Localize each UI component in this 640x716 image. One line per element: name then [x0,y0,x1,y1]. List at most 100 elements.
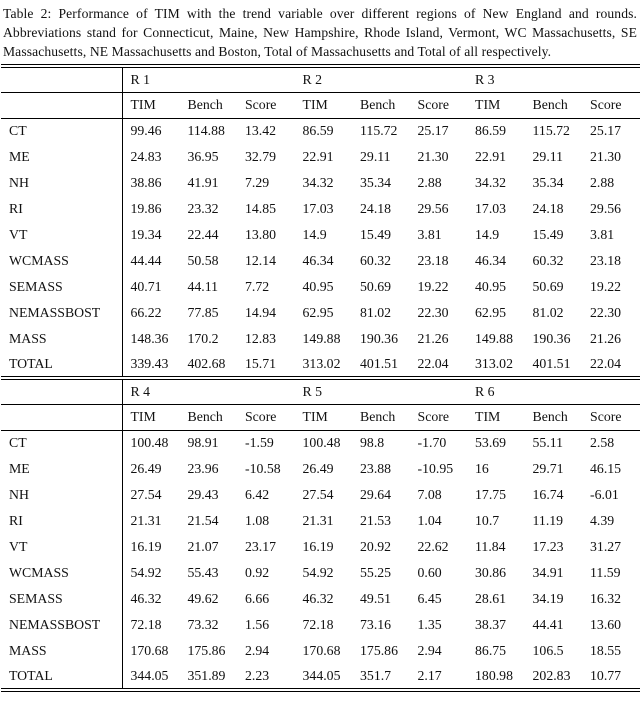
table-row: TOTAL 344.05 351.89 2.23 344.05 351.7 2.17 180.… [1,664,640,690]
value-cell: 3.81 [417,227,442,242]
value-cell: 55.11 [532,435,564,451]
value-cell: 25.17 [417,123,449,139]
value-cell: 23.17 [245,539,277,554]
value-cell: 6.42 [245,487,270,502]
value-cell: 344.05 [302,668,341,683]
value-cell: 53.69 [475,435,507,451]
value-cell: 148.36 [130,331,169,346]
table-row: SEMASS 40.71 44.11 7.72 40.95 50.69 19.22 40.95… [1,274,640,300]
value-cell: 73.32 [187,617,219,632]
value-cell: 26.49 [302,461,334,476]
column-header: Score [237,92,295,119]
value-cell: 40.71 [130,279,162,294]
value-cell: 175.86 [360,643,398,658]
value-cell: 66.22 [130,305,162,320]
value-cell: 17.23 [532,539,564,554]
value-cell: 27.54 [130,487,162,502]
table-row: NEMASSBOST 72.18 73.32 1.56 72.18 73.16 1.35 38… [1,612,640,638]
value-cell: 35.34 [360,175,392,190]
value-cell: 100.48 [302,435,341,451]
value-cell: 46.32 [130,591,162,606]
column-header: TIM [122,404,180,431]
value-cell: 10.77 [590,668,622,683]
value-cell: 13.80 [245,227,277,242]
value-cell: 7.08 [417,487,442,502]
column-header: TIM [467,92,525,119]
table-row: ME 24.83 36.95 32.79 22.91 29.11 21.30 22.91 29.… [1,144,640,170]
round-label: R 1 [122,64,295,93]
table-row: SEMASS 46.32 49.62 6.66 46.32 49.51 6.45 28.61 3… [1,586,640,612]
value-cell: 22.91 [475,149,507,164]
value-cell: 34.91 [532,565,564,580]
value-cell: 49.51 [360,591,392,606]
value-cell: 100.48 [130,435,169,451]
column-header: Bench [524,92,583,119]
value-cell: -10.95 [417,461,454,476]
column-header: TIM [294,92,353,119]
value-cell: 24.83 [130,149,162,164]
value-cell: 190.36 [360,331,398,346]
value-cell: 15.49 [532,227,564,242]
value-cell: 2.94 [245,643,270,658]
value-cell: 19.34 [130,227,162,242]
row-label: WCMASS [1,248,123,274]
value-cell: 36.95 [187,149,219,164]
row-label: TOTAL [1,352,123,378]
column-header: TIM [467,404,525,431]
value-cell: -1.70 [417,435,447,451]
value-cell: 77.85 [187,305,219,320]
column-header: Bench [524,404,583,431]
value-cell: 40.95 [475,279,507,294]
column-header: Score [409,92,468,119]
value-cell: 180.98 [475,668,513,683]
value-cell: 29.11 [532,149,564,164]
value-cell: 13.60 [590,617,622,632]
value-cell: 202.83 [532,668,571,683]
row-label: SEMASS [1,274,123,300]
value-cell: 170.2 [187,331,219,346]
table-row: RI 21.31 21.54 1.08 21.31 21.53 1.04 10.7 11.19 4… [1,508,640,534]
value-cell: 28.61 [475,591,507,606]
value-cell: 24.18 [532,201,564,216]
column-header: Bench [179,92,237,119]
value-cell: 50.58 [187,253,219,268]
value-cell: 21.26 [417,331,449,346]
value-cell: 313.02 [302,356,341,371]
value-cell: 2.17 [417,668,442,683]
value-cell: 2.88 [590,175,615,190]
value-cell: 24.18 [360,201,392,216]
row-label: SEMASS [1,586,123,612]
value-cell: 29.71 [532,461,564,476]
value-cell: 62.95 [302,305,334,320]
value-cell: 115.72 [532,123,570,139]
column-header: Score [582,404,640,431]
value-cell: 0.92 [245,565,270,580]
value-cell: 4.39 [590,513,615,528]
value-cell: 16.19 [130,539,162,554]
value-cell: 339.43 [130,356,169,371]
row-label: NEMASSBOST [1,612,123,638]
value-cell: 16.32 [590,591,622,606]
row-label: NH [1,170,123,196]
value-cell: 60.32 [360,253,392,268]
table-row: NEMASSBOST 66.22 77.85 14.94 62.95 81.02 22.30… [1,300,640,326]
caption-label: Table 2: [3,6,52,21]
value-cell: 2.58 [590,435,615,451]
value-cell: 22.04 [590,356,622,371]
row-label: NH [1,482,123,508]
value-cell: 44.11 [187,279,219,294]
value-cell: 1.56 [245,617,270,632]
value-cell: 31.27 [590,539,622,554]
row-label: TOTAL [1,664,123,690]
value-cell: 18.55 [590,643,622,658]
value-cell: 54.92 [130,565,162,580]
round-label: R 3 [467,64,640,93]
table-row: RI 19.86 23.32 14.85 17.03 24.18 29.56 17.03 24.… [1,196,640,222]
value-cell: 17.03 [475,201,507,216]
row-label: NEMASSBOST [1,300,123,326]
value-cell: 12.83 [245,331,277,346]
value-cell: 22.91 [302,149,334,164]
value-cell: 7.72 [245,279,270,294]
value-cell: 19.86 [130,201,162,216]
